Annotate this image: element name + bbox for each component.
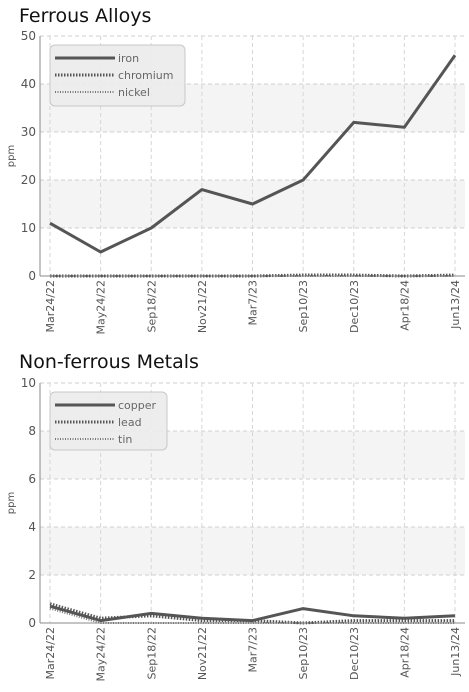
y-tick-label: 2 (28, 568, 36, 582)
x-tick-label: Nov21/22 (196, 280, 209, 333)
x-tick-label: Sep18/22 (145, 280, 158, 332)
y-tick-label: 4 (28, 520, 36, 534)
y-axis-label: ppm (6, 145, 17, 167)
y-tick-label: 0 (28, 616, 36, 630)
series-line-iron (49, 54, 457, 254)
legend-label-tin: tin (118, 433, 132, 446)
x-tick-label: Apr18/24 (398, 280, 411, 331)
x-tick-label: Apr18/24 (398, 627, 411, 678)
y-tick-label: 40 (21, 77, 36, 91)
x-tick-label: Dec10/23 (348, 627, 361, 680)
y-axis-label: ppm (6, 492, 17, 514)
chart-title: Non-ferrous Metals (19, 351, 199, 373)
y-tick-label: 6 (28, 472, 36, 486)
y-tick-label: 10 (21, 376, 36, 390)
legend-label-chromium: chromium (118, 69, 174, 82)
legend-label-lead: lead (118, 416, 142, 429)
legend-label-iron: iron (118, 52, 139, 65)
x-tick-label: May24/22 (95, 280, 108, 334)
chart-1: Ferrous Alloys 0 10 20 30 40 50 ppm Mar24/22 May2… (6, 5, 465, 334)
x-tick-label: Mar7/23 (247, 627, 260, 672)
x-tick-label: Mar24/22 (44, 627, 57, 679)
y-tick-label: 20 (21, 173, 36, 187)
y-tick-label: 10 (21, 221, 36, 235)
x-tick-label: Sep10/23 (297, 280, 310, 332)
x-tick-label: Dec10/23 (348, 280, 361, 333)
x-tick-label: May24/22 (95, 627, 108, 681)
x-tick-label: Jun13/24 (449, 627, 462, 677)
legend-box (49, 44, 186, 107)
x-tick-label: Jun13/24 (449, 280, 462, 330)
chart-2: Non-ferrous Metals 0 2 4 6 8 10 ppm Mar24/22 May2… (6, 351, 465, 681)
x-tick-label: Mar24/22 (44, 280, 57, 332)
y-tick-label: 0 (28, 269, 36, 283)
y-tick-label: 8 (28, 424, 36, 438)
x-tick-label: Sep18/22 (145, 627, 158, 679)
legend-label-nickel: nickel (118, 86, 150, 99)
chart-title: Ferrous Alloys (19, 5, 151, 27)
legend-label-copper: copper (118, 399, 157, 412)
x-tick-label: Mar7/23 (247, 280, 260, 325)
y-tick-label: 30 (21, 125, 36, 139)
x-tick-label: Sep10/23 (297, 627, 310, 679)
y-tick-label: 50 (21, 29, 36, 43)
x-tick-label: Nov21/22 (196, 627, 209, 680)
series-line-lead (49, 602, 455, 625)
